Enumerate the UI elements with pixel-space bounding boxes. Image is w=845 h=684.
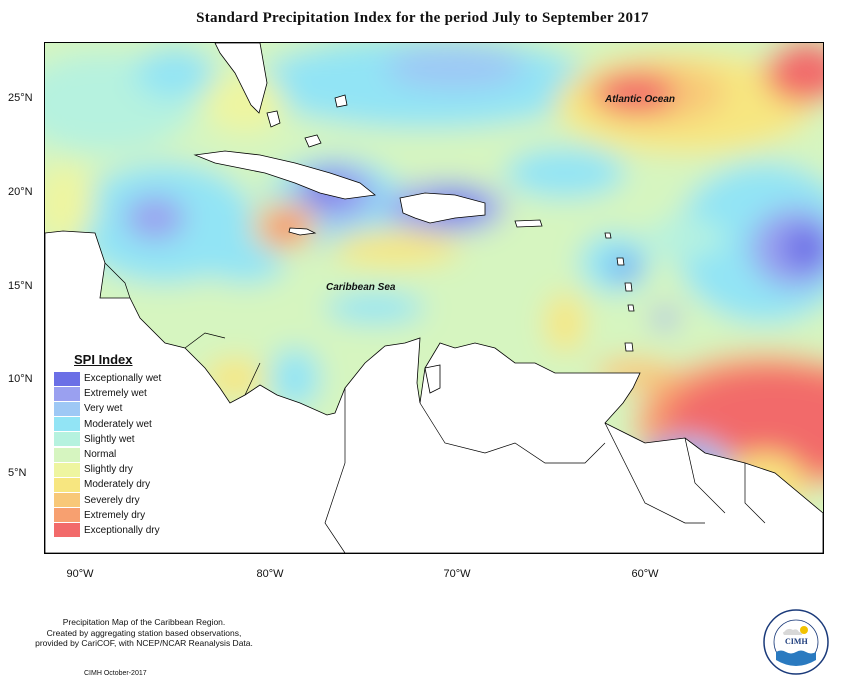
antilles-island-1 bbox=[604, 232, 612, 239]
legend-label: Exceptionally dry bbox=[84, 524, 160, 536]
legend-item: Extremely dry bbox=[54, 508, 161, 523]
legend-swatch bbox=[54, 477, 80, 492]
footer-note: Precipitation Map of the Caribbean Regio… bbox=[14, 617, 274, 649]
longitude-label-90w: 90°W bbox=[66, 568, 94, 580]
legend-swatch bbox=[54, 447, 80, 462]
legend-item: Exceptionally dry bbox=[54, 523, 161, 538]
legend-label: Moderately dry bbox=[84, 479, 151, 491]
footer-credit: CIMH October-2017 bbox=[84, 670, 147, 677]
footer-line-1: Precipitation Map of the Caribbean Regio… bbox=[62, 617, 226, 627]
legend-rows: Exceptionally wet Extremely wet Very wet… bbox=[54, 371, 161, 538]
legend-label: Extremely wet bbox=[84, 388, 147, 400]
land-masses bbox=[45, 43, 823, 553]
sun-icon bbox=[800, 626, 808, 634]
legend-label: Very wet bbox=[84, 403, 123, 415]
latitude-label-15n: 15°N bbox=[8, 280, 33, 292]
legend-label: Slightly dry bbox=[84, 464, 133, 476]
cimh-logo bbox=[763, 609, 829, 675]
legend-title: SPI Index bbox=[74, 352, 133, 367]
cuba-landmass bbox=[193, 150, 376, 200]
antilles-island-3 bbox=[624, 282, 633, 292]
map-frame bbox=[44, 42, 824, 554]
logo-text: CIMH bbox=[785, 637, 808, 646]
legend-label: Exceptionally wet bbox=[84, 373, 162, 385]
puerto-rico-landmass bbox=[514, 219, 543, 228]
legend-item: Severely dry bbox=[54, 493, 161, 508]
legend-swatch bbox=[54, 508, 80, 523]
legend-item: Normal bbox=[54, 447, 161, 462]
latitude-label-10n: 10°N bbox=[8, 373, 33, 385]
latitude-label-25n: 25°N bbox=[8, 92, 33, 104]
legend-item: Very wet bbox=[54, 401, 161, 416]
latitude-label-20n: 20°N bbox=[8, 186, 33, 198]
bahamas-island-1 bbox=[266, 110, 281, 128]
legend-swatch bbox=[54, 523, 80, 538]
legend-item: Moderately wet bbox=[54, 417, 161, 432]
caribbean-sea-label: Caribbean Sea bbox=[326, 282, 396, 293]
legend-label: Extremely dry bbox=[84, 509, 146, 521]
legend-swatch bbox=[54, 493, 80, 508]
central-south-america-landmass bbox=[45, 230, 823, 553]
legend-item: Exceptionally wet bbox=[54, 371, 161, 386]
legend-swatch bbox=[54, 432, 80, 447]
legend-swatch bbox=[54, 401, 80, 416]
country-borders bbox=[104, 262, 766, 553]
footer-line-2: Created by aggregating station based obs… bbox=[46, 627, 242, 638]
legend-item: Slightly dry bbox=[54, 462, 161, 477]
antilles-island-4 bbox=[627, 304, 635, 312]
legend-label: Severely dry bbox=[84, 494, 140, 506]
legend-item: Moderately dry bbox=[54, 477, 161, 492]
legend-label: Slightly wet bbox=[84, 433, 135, 445]
spi-legend: SPI Index Exceptionally wet Extremely we… bbox=[54, 352, 161, 538]
cloud-icon bbox=[783, 628, 802, 635]
aruba-curacao-island bbox=[424, 364, 441, 394]
bahamas-island-3 bbox=[334, 94, 348, 108]
longitude-label-60w: 60°W bbox=[631, 568, 659, 580]
florida-landmass bbox=[214, 43, 268, 114]
atlantic-ocean-label: Atlantic Ocean bbox=[605, 94, 676, 105]
legend-swatch bbox=[54, 462, 80, 477]
footer-line-3: provided by CariCOF, with NCEP/NCAR Rean… bbox=[35, 638, 253, 648]
legend-swatch bbox=[54, 371, 80, 386]
longitude-label-70w: 70°W bbox=[443, 568, 471, 580]
legend-item: Extremely wet bbox=[54, 386, 161, 401]
antilles-island-2 bbox=[616, 257, 625, 266]
jamaica-landmass bbox=[288, 227, 317, 236]
bahamas-island-2 bbox=[304, 134, 322, 148]
legend-label: Normal bbox=[84, 449, 117, 461]
longitude-label-80w: 80°W bbox=[256, 568, 284, 580]
legend-swatch bbox=[54, 417, 80, 432]
latitude-label-5n: 5°N bbox=[8, 467, 27, 479]
waves-icon bbox=[776, 650, 816, 666]
legend-swatch bbox=[54, 386, 80, 401]
legend-item: Slightly wet bbox=[54, 432, 161, 447]
map-title: Standard Precipitation Index for the per… bbox=[196, 10, 649, 26]
hispaniola-landmass bbox=[399, 192, 486, 224]
spi-map bbox=[45, 43, 823, 553]
antilles-island-5 bbox=[624, 342, 634, 352]
legend-label: Moderately wet bbox=[84, 418, 152, 430]
